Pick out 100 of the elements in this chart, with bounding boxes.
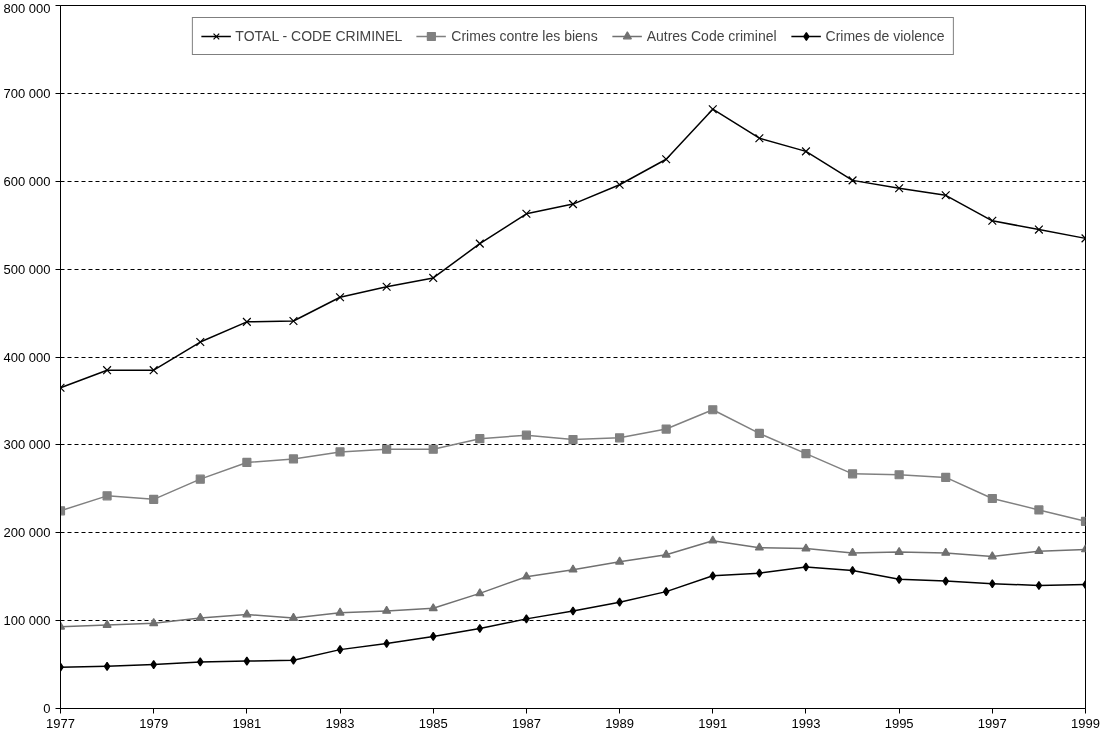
legend-label: TOTAL - CODE CRIMINEL xyxy=(235,28,403,44)
point xyxy=(335,292,345,302)
point xyxy=(149,494,159,504)
point xyxy=(941,472,951,482)
point xyxy=(662,587,670,597)
legend-label: Crimes de violence xyxy=(825,28,945,44)
point xyxy=(475,239,485,249)
point xyxy=(149,618,159,627)
point xyxy=(895,574,903,584)
point xyxy=(708,405,718,415)
point xyxy=(987,493,997,504)
point xyxy=(754,542,764,551)
point xyxy=(382,282,392,292)
y-tick-label: 100 000 xyxy=(3,613,51,629)
point xyxy=(756,568,763,578)
point xyxy=(801,543,811,552)
point xyxy=(102,491,112,501)
point xyxy=(1034,225,1044,235)
x-tick-label: 1991 xyxy=(698,715,728,731)
point xyxy=(894,470,904,480)
y-tick-label: 700 000 xyxy=(3,85,51,101)
point xyxy=(568,564,578,573)
x-tick-label: 1993 xyxy=(791,715,821,731)
point xyxy=(615,180,625,190)
x-tick-label: 1983 xyxy=(325,715,355,731)
point xyxy=(288,454,299,464)
point xyxy=(476,623,484,634)
point xyxy=(103,661,111,671)
point xyxy=(616,597,623,607)
point xyxy=(429,631,437,642)
point xyxy=(568,199,578,209)
point xyxy=(475,434,485,444)
y-tick-label: 400 000 xyxy=(3,349,51,365)
point xyxy=(428,273,438,283)
point xyxy=(941,547,951,556)
point xyxy=(521,571,532,580)
point xyxy=(569,606,577,616)
point xyxy=(1034,505,1044,515)
point xyxy=(894,183,904,193)
point xyxy=(195,474,205,484)
x-tick-label: 1987 xyxy=(511,715,541,731)
point xyxy=(754,428,764,439)
point xyxy=(521,430,532,440)
y-tick-label: 800 000 xyxy=(3,0,51,16)
point xyxy=(195,337,205,347)
point xyxy=(987,551,997,560)
point xyxy=(661,154,671,164)
legend-label: Crimes contre les biens xyxy=(451,28,598,44)
point xyxy=(523,614,530,624)
point xyxy=(754,133,764,143)
point xyxy=(242,609,252,618)
point xyxy=(288,316,298,326)
x-tick-label: 1979 xyxy=(139,715,169,731)
point xyxy=(614,556,625,565)
x-tick-label: 1977 xyxy=(46,715,75,731)
x-tick-label: 1995 xyxy=(884,715,914,731)
y-tick-label: 0 xyxy=(43,701,51,716)
point xyxy=(847,547,858,556)
point xyxy=(941,190,951,200)
point xyxy=(801,449,811,459)
point xyxy=(661,549,671,558)
point xyxy=(335,607,345,616)
point xyxy=(197,657,204,667)
point xyxy=(708,535,718,544)
point xyxy=(1035,580,1043,591)
x-tick-label: 1981 xyxy=(232,715,262,731)
y-tick-label: 500 000 xyxy=(3,261,51,277)
point xyxy=(382,605,392,614)
x-tick-label: 1997 xyxy=(977,715,1007,731)
legend-label: Autres Code criminel xyxy=(646,28,777,44)
point xyxy=(428,444,438,454)
point xyxy=(475,588,485,597)
point xyxy=(1034,545,1044,555)
x-tick-label: 1999 xyxy=(1071,715,1100,731)
point xyxy=(987,216,997,226)
point xyxy=(894,546,904,555)
point xyxy=(708,104,718,114)
point xyxy=(847,469,858,479)
point xyxy=(336,645,344,655)
y-tick-label: 300 000 xyxy=(3,437,51,453)
point xyxy=(521,209,531,219)
point xyxy=(661,424,671,434)
point xyxy=(942,576,949,586)
point xyxy=(801,146,811,156)
point xyxy=(242,457,252,468)
x-tick-label: 1985 xyxy=(418,715,448,731)
point xyxy=(335,447,345,457)
x-tick-label: 1989 xyxy=(605,715,635,731)
point xyxy=(102,365,112,375)
point xyxy=(102,619,112,628)
point xyxy=(382,444,392,454)
point xyxy=(149,365,159,375)
point xyxy=(568,435,578,445)
point xyxy=(242,317,252,327)
point xyxy=(290,655,297,665)
point xyxy=(428,603,438,612)
point xyxy=(802,562,810,572)
point xyxy=(989,579,996,589)
point xyxy=(195,612,205,621)
point xyxy=(709,571,717,581)
